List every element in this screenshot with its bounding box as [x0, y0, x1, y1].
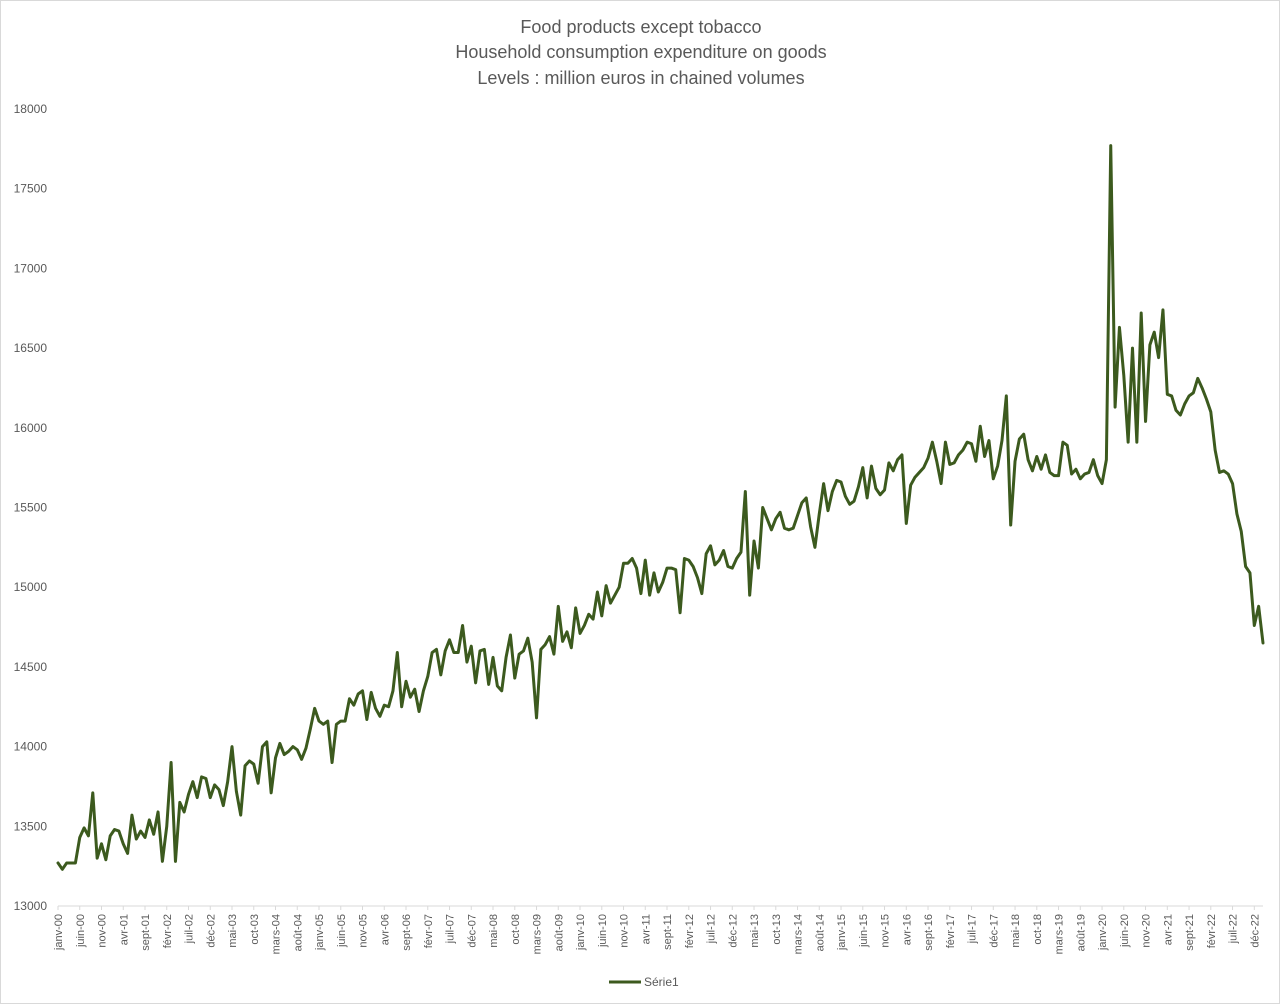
x-tick-label: févr-02: [162, 914, 174, 948]
x-tick-label: mai-03: [227, 914, 239, 948]
x-tick-label: mai-13: [749, 914, 761, 948]
x-tick-label: oct-03: [249, 914, 261, 945]
x-tick-label: oct-13: [771, 914, 783, 945]
y-tick-label: 13500: [14, 819, 48, 833]
x-tick-label: janv-15: [836, 914, 848, 951]
x-tick-label: avr-01: [118, 914, 130, 945]
x-tick-label: nov-20: [1141, 914, 1153, 948]
y-tick-label: 18000: [14, 102, 48, 116]
y-tick-label: 15500: [14, 501, 48, 515]
chart-title-line-3: Levels : million euros in chained volume…: [477, 68, 804, 88]
y-tick-label: 17500: [14, 182, 48, 196]
x-tick-label: mars-04: [271, 914, 283, 954]
x-tick-label: juin-05: [336, 914, 348, 948]
chart-title-line-1: Food products except tobacco: [520, 17, 761, 37]
x-tick-label: juin-15: [858, 914, 870, 948]
x-axis: janv-00 juin-00 nov-00 avr-01 sept-01 févr-02…: [53, 905, 1263, 954]
x-tick-label: nov-15: [880, 914, 892, 948]
x-tick-label: mars-19: [1054, 914, 1066, 954]
x-tick-label: déc-02: [205, 914, 217, 948]
legend-label: Série1: [644, 975, 679, 989]
y-tick-label: 15000: [14, 580, 48, 594]
x-tick-label: déc-17: [988, 914, 1000, 948]
x-tick-label: janv-05: [314, 914, 326, 951]
series-line-serie1: [56, 144, 1265, 871]
x-tick-label: janv-10: [575, 914, 587, 951]
x-tick-label: janv-20: [1097, 914, 1109, 951]
x-tick-label: févr-17: [945, 914, 957, 948]
x-tick-label: sept-16: [923, 914, 935, 951]
chart-title-line-2: Household consumption expenditure on goo…: [455, 42, 826, 62]
y-tick-label: 17000: [14, 261, 48, 275]
legend: Série1: [609, 975, 679, 989]
x-tick-label: janv-00: [53, 914, 65, 951]
x-tick-label: nov-00: [97, 914, 109, 948]
y-tick-label: 16500: [14, 341, 48, 355]
x-tick-label: avr-16: [901, 914, 913, 945]
x-tick-label: juin-10: [597, 914, 609, 948]
x-tick-label: sept-11: [662, 914, 674, 950]
x-tick-label: oct-18: [1032, 914, 1044, 945]
x-tick-label: août-19: [1075, 914, 1087, 951]
x-tick-label: juil-07: [445, 914, 457, 944]
x-tick-label: juil-22: [1228, 914, 1240, 944]
x-tick-label: déc-22: [1249, 914, 1261, 948]
x-tick-label: sept-06: [401, 914, 413, 951]
x-tick-label: juin-00: [75, 914, 87, 948]
x-tick-label: mai-18: [1010, 914, 1022, 948]
x-tick-label: févr-12: [684, 914, 696, 948]
x-tick-label: févr-22: [1206, 914, 1218, 948]
x-tick-label: nov-05: [358, 914, 370, 948]
x-tick-label: juil-12: [706, 914, 718, 944]
x-tick-label: août-09: [553, 914, 565, 951]
x-tick-label: août-14: [814, 914, 826, 951]
y-axis: 13000 13500 14000 14500 15000 15500 16000 16500…: [14, 102, 48, 913]
y-tick-label: 16000: [14, 421, 48, 435]
x-tick-label: mars-14: [793, 914, 805, 954]
x-tick-label: nov-10: [619, 914, 631, 948]
y-tick-label: 14500: [14, 660, 48, 674]
x-tick-label: févr-07: [423, 914, 435, 948]
x-tick-label: déc-07: [466, 914, 478, 948]
x-tick-label: mai-08: [488, 914, 500, 948]
series-group: [56, 144, 1265, 871]
y-tick-label: 14000: [14, 740, 48, 754]
y-tick-label: 13000: [14, 899, 48, 913]
x-tick-label: juin-20: [1119, 914, 1131, 948]
x-tick-label: sept-01: [140, 914, 152, 951]
x-tick-label: juil-17: [967, 914, 979, 944]
x-tick-label: juil-02: [184, 914, 196, 944]
x-tick-label: avr-21: [1162, 914, 1174, 945]
x-tick-label: mars-09: [532, 914, 544, 954]
x-tick-label: sept-21: [1184, 914, 1196, 951]
chart-title: Food products except tobacco Household c…: [455, 17, 826, 88]
x-tick-label: déc-12: [727, 914, 739, 948]
x-tick-label: oct-08: [510, 914, 522, 945]
x-tick-label: avr-11: [640, 914, 652, 944]
x-tick-label: août-04: [292, 914, 304, 951]
x-tick-label: avr-06: [379, 914, 391, 945]
